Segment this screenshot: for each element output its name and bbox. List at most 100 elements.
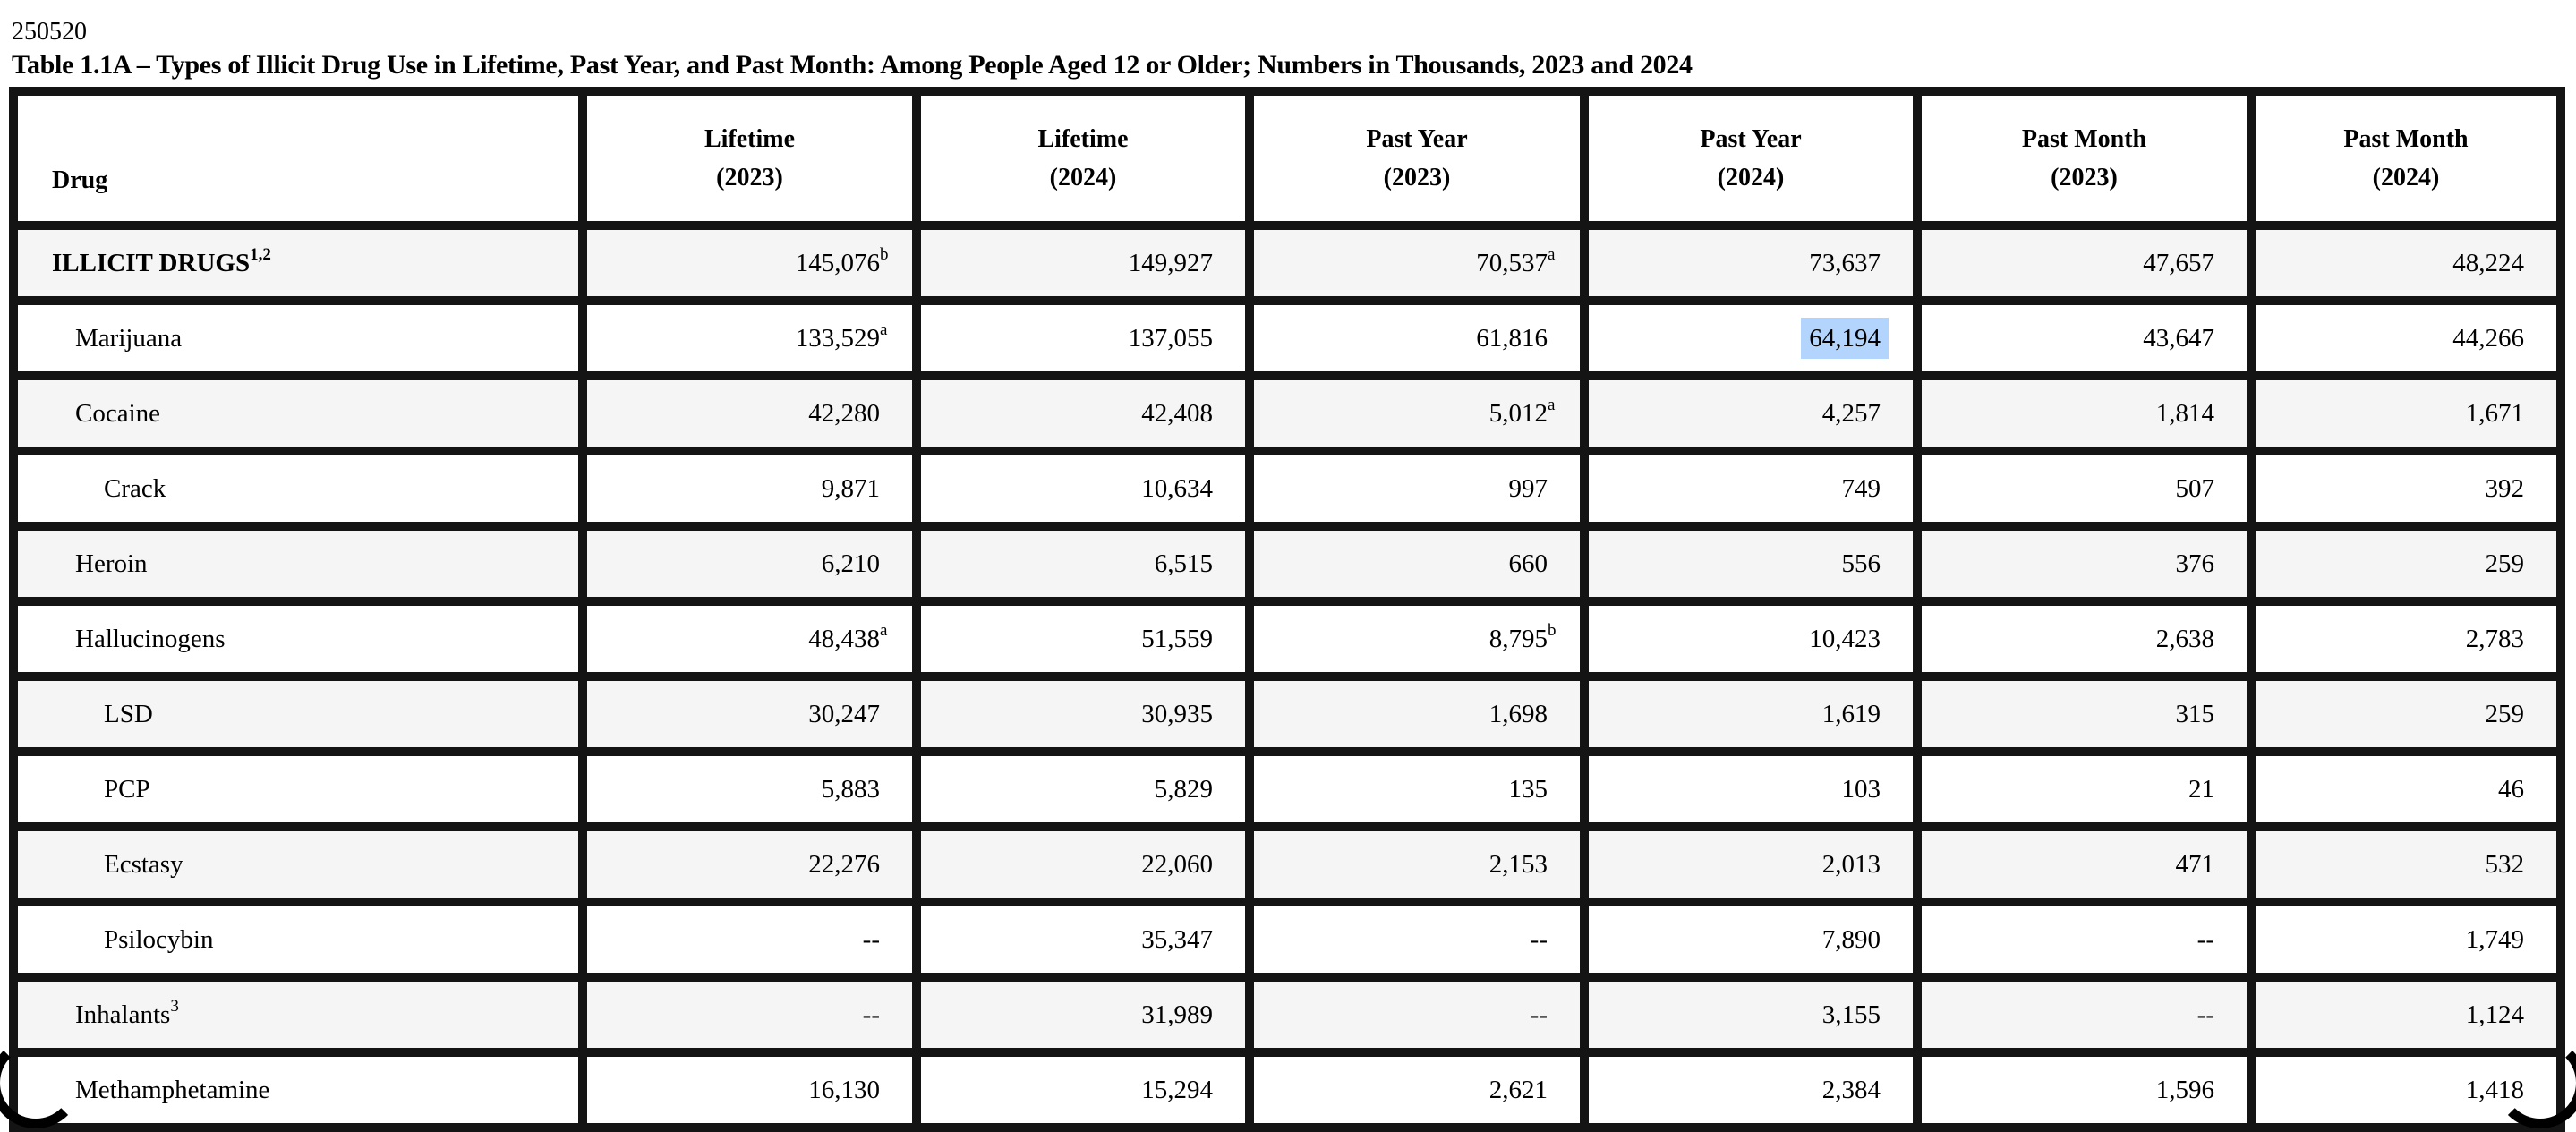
value-cell: 392 [2247,447,2565,531]
value-cell: 133,529a [578,296,921,380]
drug-use-table: Drug Lifetime (2023) Lifetime (2024) Past Yea… [9,87,2565,1132]
table-header: Drug Lifetime (2023) Lifetime (2024) Past Yea… [9,87,2565,230]
column-header: Lifetime (2023) [578,87,921,230]
table-row: Methamphetamine 16,130 15,294 2,621 2,384 1,5… [9,1048,2565,1132]
value-cell: 70,537a [1245,221,1589,305]
value-cell: 21 [1913,747,2256,831]
page-title: Table 1.1A – Types of Illicit Drug Use i… [12,50,1693,80]
value-cell: 103 [1580,747,1922,831]
table-row: Ecstasy 22,276 22,060 2,153 2,013 471 532 [9,822,2565,906]
value-cell: 376 [1913,522,2256,606]
column-header: Past Year (2023) [1245,87,1589,230]
value-cell: 61,816 [1245,296,1589,380]
value-cell: 5,883 [578,747,921,831]
header-row: Drug Lifetime (2023) Lifetime (2024) Past Yea… [9,87,2565,230]
value-cell: 48,438a [578,597,921,681]
drug-name-cell: PCP [9,747,587,831]
value-cell: 3,155 [1580,973,1922,1057]
value-cell: -- [1913,898,2256,982]
value-cell: 749 [1580,447,1922,531]
value-cell: 47,657 [1913,221,2256,305]
table-row: PCP 5,883 5,829 135 103 21 46 [9,747,2565,831]
value-cell: 6,210 [578,522,921,606]
value-cell: 660 [1245,522,1589,606]
value-cell: 1,619 [1580,672,1922,756]
table-row: Heroin 6,210 6,515 660 556 376 259 [9,522,2565,606]
value-cell: 15,294 [912,1048,1254,1132]
value-cell: 73,637 [1580,221,1922,305]
value-cell: 1,749 [2247,898,2565,982]
value-cell: 2,153 [1245,822,1589,906]
value-cell: 6,515 [912,522,1254,606]
value-cell: 46 [2247,747,2565,831]
value-cell: 149,927 [912,221,1254,305]
table-row: Crack 9,871 10,634 997 749 507 392 [9,447,2565,531]
drug-name-cell: Marijuana [9,296,587,380]
value-cell: 2,783 [2247,597,2565,681]
value-cell: 259 [2247,522,2565,606]
drug-name-cell: Hallucinogens [9,597,587,681]
value-cell: 22,060 [912,822,1254,906]
value-cell: 9,871 [578,447,921,531]
drug-name-cell: Crack [9,447,587,531]
value-cell: 145,076b [578,221,921,305]
table-row: ILLICIT DRUGS1,2 145,076b 149,927 70,537a 73… [9,221,2565,305]
value-cell: 997 [1245,447,1589,531]
drug-name-cell: Methamphetamine [9,1048,587,1132]
table-body: ILLICIT DRUGS1,2 145,076b 149,927 70,537a 73… [9,221,2565,1132]
drug-name-cell: Ecstasy [9,822,587,906]
table-row: Inhalants3 -- 31,989 -- 3,155 -- 1,124 [9,973,2565,1057]
column-header: Lifetime (2024) [912,87,1254,230]
value-cell: 51,559 [912,597,1254,681]
value-cell: 10,634 [912,447,1254,531]
value-cell: 1,124 [2247,973,2565,1057]
value-cell: 16,130 [578,1048,921,1132]
table-row: Cocaine 42,280 42,408 5,012a 4,257 1,814 1,671 [9,371,2565,455]
value-cell: 42,408 [912,371,1254,455]
value-cell: 43,647 [1913,296,2256,380]
column-header: Past Month (2024) [2247,87,2565,230]
value-cell: 5,829 [912,747,1254,831]
value-cell: 22,276 [578,822,921,906]
drug-name-cell: ILLICIT DRUGS1,2 [9,221,587,305]
value-cell: 30,247 [578,672,921,756]
column-header: Past Year (2024) [1580,87,1922,230]
column-header: Past Month (2023) [1913,87,2256,230]
value-cell: 2,621 [1245,1048,1589,1132]
selection-highlight[interactable]: 64,194 [1801,317,1889,359]
value-cell: 44,266 [2247,296,2565,380]
value-cell: 556 [1580,522,1922,606]
value-cell: 4,257 [1580,371,1922,455]
value-cell: 7,890 [1580,898,1922,982]
value-cell: 2,638 [1913,597,2256,681]
value-cell: 10,423 [1580,597,1922,681]
value-cell: 471 [1913,822,2256,906]
value-cell: -- [578,973,921,1057]
value-cell: 42,280 [578,371,921,455]
value-cell: 48,224 [2247,221,2565,305]
table-row: Psilocybin -- 35,347 -- 7,890 -- 1,749 [9,898,2565,982]
value-cell: -- [1245,898,1589,982]
value-cell: 1,596 [1913,1048,2256,1132]
value-cell: 137,055 [912,296,1254,380]
value-cell: 1,814 [1913,371,2256,455]
value-cell: 1,671 [2247,371,2565,455]
value-cell: 5,012a [1245,371,1589,455]
column-header-drug: Drug [9,87,587,230]
value-cell: 259 [2247,672,2565,756]
value-cell: 1,698 [1245,672,1589,756]
value-cell: 30,935 [912,672,1254,756]
value-cell: -- [1913,973,2256,1057]
drug-name-cell: Heroin [9,522,587,606]
doc-number: 250520 [12,18,87,46]
value-cell: -- [578,898,921,982]
value-cell: 507 [1913,447,2256,531]
value-cell: 135 [1245,747,1589,831]
table-row: Hallucinogens 48,438a 51,559 8,795b 10,423 2,… [9,597,2565,681]
value-cell: -- [1245,973,1589,1057]
drug-name-cell: Cocaine [9,371,587,455]
value-cell: 532 [2247,822,2565,906]
value-cell: 2,013 [1580,822,1922,906]
value-cell: 35,347 [912,898,1254,982]
drug-name-cell: Psilocybin [9,898,587,982]
